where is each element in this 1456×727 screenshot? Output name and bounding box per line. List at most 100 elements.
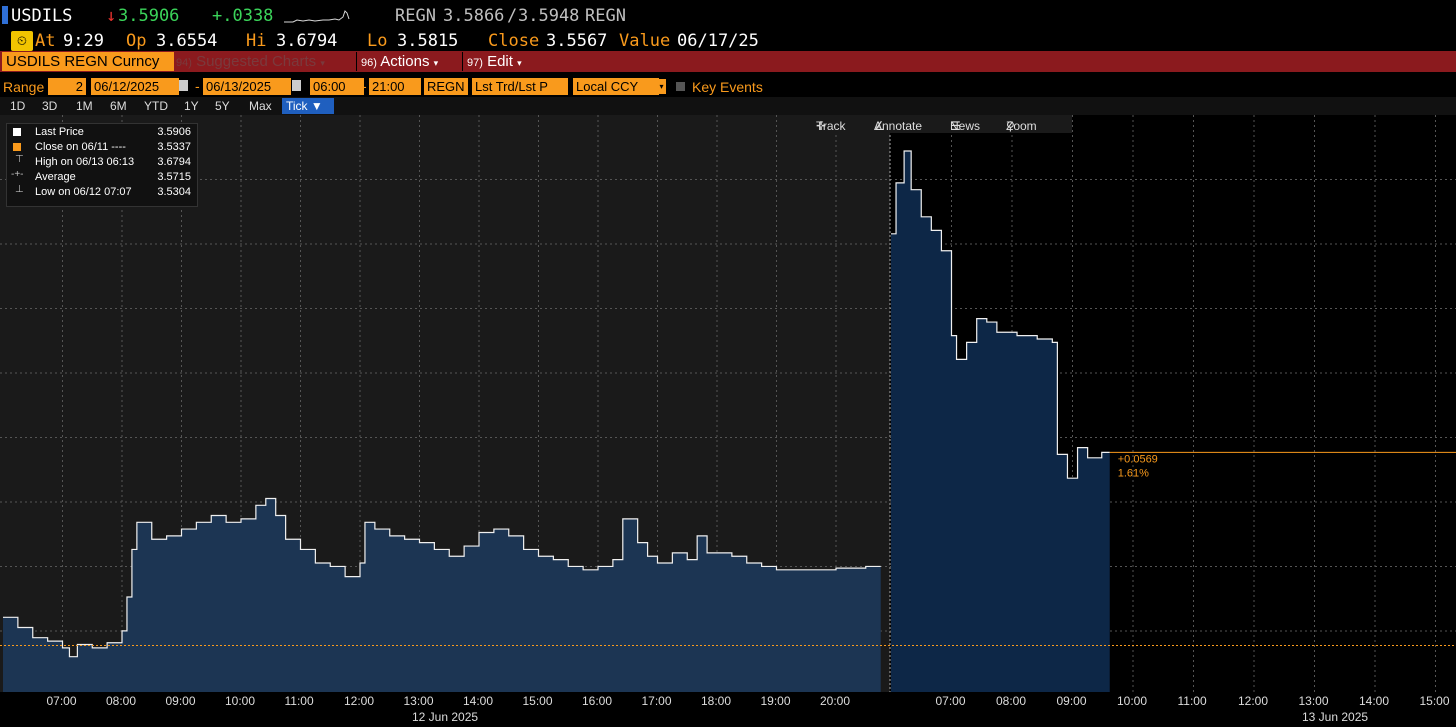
day2-date-label: 13 Jun 2025 bbox=[1302, 710, 1369, 724]
last-price: 3.5906 bbox=[118, 6, 180, 26]
time-tick-label: 08:00 bbox=[106, 694, 137, 708]
day1-date-label: 12 Jun 2025 bbox=[412, 710, 479, 724]
start-time-input[interactable]: 06:00 bbox=[310, 78, 364, 95]
price-type-select[interactable]: Lst Trd/Lst P bbox=[472, 78, 568, 95]
quote-time: 9:29 bbox=[63, 31, 104, 51]
at-label: At bbox=[35, 31, 56, 51]
time-tick-label: 09:00 bbox=[1056, 694, 1087, 708]
period-max[interactable]: Max bbox=[249, 99, 272, 113]
legend-average-value: 3.5715 bbox=[157, 171, 191, 183]
track-label: Track bbox=[816, 119, 846, 133]
period-ytd[interactable]: YTD bbox=[144, 99, 168, 113]
period-3d[interactable]: 3D bbox=[42, 99, 58, 113]
edit-menu[interactable]: 97) Edit ▾ bbox=[462, 52, 526, 71]
bid-source-left: REGN bbox=[395, 6, 436, 26]
end-time-input[interactable]: 21:00 bbox=[369, 78, 421, 95]
pencil-icon: ∠ bbox=[874, 119, 885, 133]
calendar-icon[interactable] bbox=[179, 80, 188, 91]
open-label: Op bbox=[126, 31, 147, 51]
news-label: News bbox=[950, 119, 981, 133]
suggested-charts-menu[interactable]: 94) Suggested Charts ▾ bbox=[172, 52, 329, 71]
price-chart[interactable]: +0.0569 1.61% bbox=[0, 115, 1456, 692]
ticker-flag bbox=[2, 6, 8, 24]
time-tick-label: 18:00 bbox=[701, 694, 732, 708]
period-1y[interactable]: 1Y bbox=[184, 99, 199, 113]
actions-menu[interactable]: 96) Actions ▾ bbox=[356, 52, 442, 71]
time-tick-label: 08:00 bbox=[996, 694, 1027, 708]
day1-price-line bbox=[3, 497, 881, 658]
legend-low-label: Low on 06/12 07:07 bbox=[35, 186, 132, 198]
time-tick-label: 10:00 bbox=[1117, 694, 1148, 708]
time-tick-label: 15:00 bbox=[1419, 694, 1450, 708]
key-events-label: Key Events bbox=[692, 79, 763, 95]
start-date-input[interactable]: 06/12/2025 bbox=[91, 78, 179, 95]
legend-last-label: Last Price bbox=[35, 126, 84, 138]
chart-legend: Last Price 3.5906 Close on 06/11 ---- 3.… bbox=[6, 123, 198, 207]
clock-icon[interactable]: ⏲ bbox=[11, 31, 33, 51]
news-icon: ☰ bbox=[950, 119, 961, 133]
time-tick-label: 12:00 bbox=[344, 694, 375, 708]
crosshair-icon: ✛ bbox=[816, 119, 827, 133]
time-tick-label: 17:00 bbox=[641, 694, 672, 708]
pricing-source-input[interactable]: REGN bbox=[424, 78, 468, 95]
period-6m[interactable]: 6M bbox=[110, 99, 127, 113]
legend-high-label: High on 06/13 06:13 bbox=[35, 156, 135, 168]
chart-toolbar: ✛ Track ∠ Annotate ☰ News ⚲ Zoom bbox=[810, 115, 1072, 133]
chevron-down-icon[interactable]: ▾ bbox=[657, 79, 666, 94]
range-bar: Range 2 06/12/2025 - 06/13/2025 06:00 - … bbox=[0, 77, 1456, 97]
edit-number: 97) bbox=[467, 57, 483, 69]
quote-subheader: ⏲ At 9:29 Op 3.6554 Hi 3.6794 Lo 3.5815 … bbox=[0, 30, 1456, 52]
open-price: 3.6554 bbox=[156, 31, 218, 51]
close-label: Close bbox=[488, 31, 540, 51]
value-label: Value bbox=[619, 31, 671, 51]
suggested-charts-number: 94) bbox=[176, 57, 192, 69]
average-marker-icon: -+- bbox=[11, 169, 24, 180]
time-tick-label: 13:00 bbox=[403, 694, 434, 708]
ask-source-right: REGN bbox=[585, 6, 626, 26]
zoom-label: Zoom bbox=[1006, 119, 1037, 133]
bid-price: 3.5866 bbox=[443, 6, 505, 26]
low-price: 3.5815 bbox=[397, 31, 459, 51]
ticker-symbol[interactable]: USDILS bbox=[11, 6, 73, 26]
time-tick-label: 09:00 bbox=[165, 694, 196, 708]
calendar-icon[interactable] bbox=[292, 80, 301, 91]
key-events-checkbox[interactable] bbox=[676, 82, 685, 91]
time-tick-label: 12:00 bbox=[1238, 694, 1269, 708]
actions-number: 96) bbox=[361, 57, 377, 69]
command-menubar: USDILS REGN Curncy 94) Suggested Charts … bbox=[0, 51, 1456, 72]
legend-close-value: 3.5337 bbox=[157, 141, 191, 153]
chevron-down-icon: ▾ bbox=[517, 58, 522, 68]
annotate-label: Annotate bbox=[874, 119, 923, 133]
time-tick-label: 19:00 bbox=[760, 694, 791, 708]
period-1m[interactable]: 1M bbox=[76, 99, 93, 113]
actions-label: Actions bbox=[380, 53, 430, 70]
ask-price: 3.5948 bbox=[518, 6, 580, 26]
period-tick[interactable]: Tick ▼ bbox=[282, 98, 334, 114]
time-tick-label: 11:00 bbox=[284, 694, 314, 708]
time-tick-label: 10:00 bbox=[225, 694, 256, 708]
edit-label: Edit bbox=[487, 53, 513, 70]
time-tick-label: 16:00 bbox=[582, 694, 613, 708]
end-date-input[interactable]: 06/13/2025 bbox=[203, 78, 291, 95]
period-5y[interactable]: 5Y bbox=[215, 99, 230, 113]
day2-price-line bbox=[891, 150, 1110, 479]
bid-ask-separator: / bbox=[507, 6, 518, 26]
high-price: 3.6794 bbox=[276, 31, 338, 51]
suggested-charts-label: Suggested Charts bbox=[196, 53, 317, 70]
time-tick-label: 20:00 bbox=[820, 694, 851, 708]
currency-select[interactable]: Local CCY bbox=[573, 78, 659, 95]
time-tick-label: 07:00 bbox=[935, 694, 966, 708]
change-annotation: +0.0569 bbox=[1118, 453, 1158, 465]
chevron-down-icon: ▾ bbox=[433, 58, 439, 68]
security-field[interactable]: USDILS REGN Curncy bbox=[2, 52, 174, 71]
range-days-input[interactable]: 2 bbox=[48, 78, 86, 95]
day2-price-area bbox=[891, 150, 1110, 692]
day1-price-area bbox=[3, 498, 881, 692]
value-date: 06/17/25 bbox=[677, 31, 759, 51]
period-selector: 1D 3D 1M 6M YTD 1Y 5Y Max Tick ▼ bbox=[0, 97, 1456, 115]
magnifier-icon: ⚲ bbox=[1006, 119, 1015, 133]
close-swatch bbox=[13, 143, 21, 151]
period-1d[interactable]: 1D bbox=[10, 99, 26, 113]
legend-low-value: 3.5304 bbox=[157, 186, 191, 198]
time-tick-label: 14:00 bbox=[463, 694, 494, 708]
